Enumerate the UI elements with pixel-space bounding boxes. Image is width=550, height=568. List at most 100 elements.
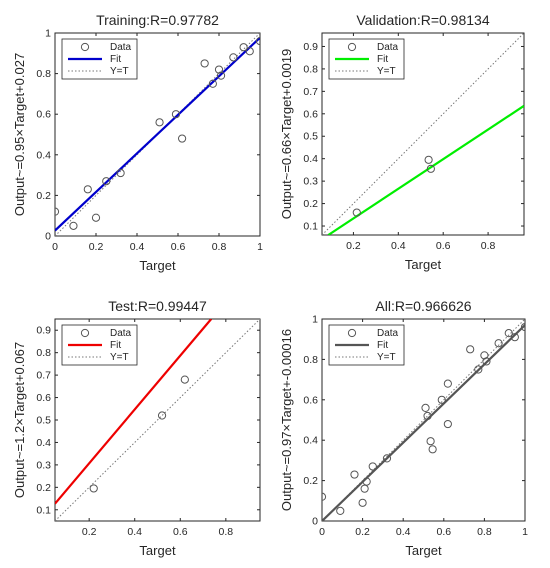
legend-marker-data bbox=[347, 328, 357, 338]
data-point bbox=[494, 339, 503, 348]
panel-title: Test:R=0.99447 bbox=[108, 298, 207, 314]
data-point bbox=[504, 329, 513, 338]
data-point bbox=[482, 357, 491, 366]
y-axis-label: Output~=0.97×Target+-0.00016 bbox=[279, 329, 294, 511]
y-tick-label: 0.5 bbox=[303, 131, 318, 143]
data-point bbox=[171, 110, 181, 119]
x-tick-label: 0.8 bbox=[212, 241, 227, 253]
x-tick-label: 0.6 bbox=[436, 240, 451, 252]
legend-label-y-equals-t: Y=T bbox=[377, 352, 396, 363]
x-tick-label: 0.2 bbox=[355, 526, 370, 538]
legend-label-fit: Fit bbox=[110, 54, 121, 65]
y-axis-label: Output~=1.2×Target+0.067 bbox=[12, 342, 27, 498]
x-axis-label: Target bbox=[139, 258, 176, 273]
x-tick-label: 0 bbox=[319, 526, 325, 538]
data-point bbox=[239, 43, 248, 52]
x-tick-label: 0.4 bbox=[130, 241, 145, 253]
fit-line bbox=[55, 36, 260, 232]
x-tick-label: 0.6 bbox=[436, 526, 451, 538]
legend-label-data: Data bbox=[110, 328, 132, 339]
y-tick-label: 0.4 bbox=[36, 149, 51, 161]
data-point bbox=[216, 71, 226, 80]
x-axis-label: Target bbox=[139, 543, 176, 558]
y-tick-label: 0.2 bbox=[36, 482, 51, 494]
panel-title: Training:R=0.97782 bbox=[96, 12, 219, 28]
y-tick-label: 0.8 bbox=[36, 347, 51, 359]
plot-area bbox=[322, 33, 524, 235]
y-axis-label: Output~=0.95×Target+0.027 bbox=[12, 53, 27, 216]
data-point bbox=[83, 185, 92, 194]
legend-marker-data bbox=[347, 42, 357, 52]
y-tick-label: 0.3 bbox=[36, 459, 51, 471]
y-tick-label: 0.4 bbox=[303, 435, 318, 447]
x-tick-label: 0.4 bbox=[396, 526, 411, 538]
data-point bbox=[245, 47, 254, 56]
data-point bbox=[91, 213, 101, 222]
plot-area bbox=[55, 319, 260, 521]
y-tick-label: 0.6 bbox=[36, 392, 51, 404]
y-tick-label: 0.1 bbox=[303, 221, 318, 233]
data-point bbox=[368, 462, 377, 471]
y-tick-label: 0.3 bbox=[303, 176, 318, 188]
panel-title: All:R=0.966626 bbox=[375, 298, 471, 314]
x-tick-label: 0.8 bbox=[477, 526, 492, 538]
reference-line-y-equals-t bbox=[322, 33, 524, 235]
y-tick-label: 0.6 bbox=[303, 394, 318, 406]
data-point bbox=[180, 375, 189, 384]
data-point bbox=[69, 221, 78, 230]
data-point bbox=[255, 37, 260, 46]
data-point bbox=[336, 506, 345, 515]
data-point bbox=[352, 208, 361, 217]
data-point bbox=[466, 345, 475, 354]
fit-line bbox=[55, 319, 213, 505]
data-point bbox=[350, 470, 359, 479]
x-tick-label: 0.2 bbox=[346, 240, 361, 252]
x-tick-label: 1 bbox=[522, 526, 528, 538]
legend-label-y-equals-t: Y=T bbox=[110, 66, 129, 77]
fit-line bbox=[322, 324, 525, 521]
reference-line-y-equals-t bbox=[322, 319, 525, 521]
y-tick-label: 0.6 bbox=[36, 109, 51, 121]
x-tick-label: 0.6 bbox=[173, 526, 188, 538]
data-point bbox=[208, 79, 217, 88]
data-point bbox=[155, 118, 164, 127]
data-point bbox=[426, 437, 435, 446]
x-tick-label: 0.8 bbox=[219, 526, 234, 538]
x-tick-label: 0.4 bbox=[127, 526, 142, 538]
y-tick-label: 0 bbox=[45, 231, 51, 243]
legend-marker-data bbox=[80, 42, 90, 52]
data-point bbox=[510, 333, 519, 342]
panel-test: 0.2 0.4 0.6 0.8 0.1 0.2 0.3 0.4 0.5 0.6 0.7 0.8 0.9 T… bbox=[12, 298, 261, 558]
data-point bbox=[443, 379, 452, 388]
data-point bbox=[89, 484, 98, 493]
x-tick-label: 0.6 bbox=[171, 241, 186, 253]
reference-line-y-equals-t bbox=[55, 319, 260, 521]
legend-label-data: Data bbox=[377, 42, 399, 53]
y-tick-label: 0.4 bbox=[36, 437, 51, 449]
legend-label-fit: Fit bbox=[377, 340, 388, 351]
data-point bbox=[178, 134, 187, 143]
data-point bbox=[424, 155, 433, 164]
legend-label-y-equals-t: Y=T bbox=[110, 352, 129, 363]
data-point bbox=[421, 403, 430, 412]
x-axis-label: Target bbox=[405, 257, 442, 272]
y-tick-label: 0.2 bbox=[36, 190, 51, 202]
x-tick-label: 0.2 bbox=[89, 241, 104, 253]
data-point bbox=[426, 164, 435, 173]
data-point bbox=[480, 351, 489, 360]
y-tick-label: 0.8 bbox=[303, 63, 318, 75]
data-point bbox=[229, 53, 238, 62]
legend-marker-data bbox=[80, 328, 90, 338]
legend-label-y-equals-t: Y=T bbox=[377, 66, 396, 77]
data-point bbox=[437, 395, 446, 404]
data-point bbox=[520, 322, 525, 332]
y-tick-label: 1 bbox=[312, 314, 318, 326]
x-tick-label: 1 bbox=[257, 241, 263, 253]
data-point bbox=[362, 477, 371, 486]
legend-label-data: Data bbox=[110, 42, 132, 53]
y-tick-label: 0.8 bbox=[36, 68, 51, 80]
